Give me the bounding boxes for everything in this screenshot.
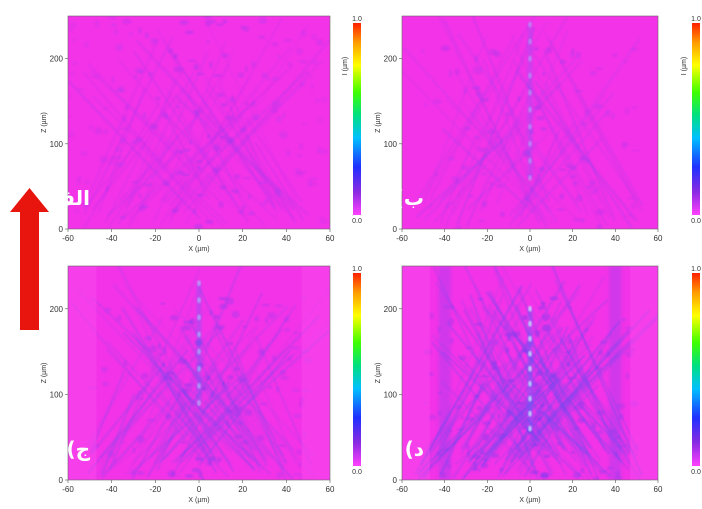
heatmap-texture	[68, 266, 330, 480]
x-axis-label: X (µm)	[519, 246, 540, 253]
x-tick-label: 0	[197, 234, 202, 243]
y-tick-label: 0	[393, 225, 398, 234]
x-tick-label: 40	[611, 485, 620, 494]
colorbar	[692, 23, 700, 215]
x-tick-label: 60	[654, 485, 663, 494]
x-tick-label: -20	[150, 485, 162, 494]
y-tick-label: 200	[50, 305, 64, 314]
arrow-head	[10, 188, 49, 212]
x-tick-label: -40	[439, 234, 451, 243]
x-axis-label: X (µm)	[188, 246, 209, 253]
x-tick-label: 20	[238, 234, 247, 243]
colorbar	[353, 273, 361, 466]
y-axis-label: Z (µm)	[375, 363, 382, 384]
x-tick-label: 40	[282, 234, 291, 243]
y-tick-label: 100	[384, 390, 398, 399]
heatmap-texture	[402, 266, 658, 480]
x-tick-label: 20	[568, 485, 577, 494]
colorbar	[692, 273, 700, 466]
y-axis-label: Z (µm)	[41, 363, 48, 384]
y-axis-label: Z (µm)	[375, 112, 382, 133]
x-tick-label: 20	[568, 234, 577, 243]
y-tick-label: 200	[384, 305, 398, 314]
colorbar-title: I (µm)	[342, 57, 349, 75]
x-tick-label: -20	[482, 485, 494, 494]
x-axis-label: X (µm)	[519, 497, 540, 504]
x-tick-label: 20	[238, 485, 247, 494]
x-tick-label: 60	[326, 485, 335, 494]
y-tick-label: 0	[393, 476, 398, 485]
x-tick-label: -60	[62, 485, 74, 494]
colorbar-min-label: 0.0	[691, 469, 701, 476]
panel-label: د)	[405, 437, 424, 461]
colorbar-min-label: 0.0	[352, 469, 362, 476]
panel-1: -60 -40 -20 0 20 40 60 0 100 200 X (µm) Z (µm) الف) 1…	[41, 15, 362, 253]
x-tick-label: 0	[197, 485, 202, 494]
x-tick-label: -60	[62, 234, 74, 243]
x-tick-label: -40	[439, 485, 451, 494]
direction-arrow	[10, 188, 49, 330]
x-tick-label: 0	[528, 485, 533, 494]
x-tick-label: -40	[106, 485, 118, 494]
colorbar-title: I (µm)	[681, 57, 688, 75]
focal-line	[197, 283, 201, 403]
panel-label: الف)	[43, 186, 90, 210]
x-tick-label: 60	[654, 234, 663, 243]
x-tick-label: 60	[326, 234, 335, 243]
colorbar-min-label: 0.0	[691, 218, 701, 225]
panel-4: -60 -40 -20 0 20 40 60 0 100 200 X (µm) Z (µm) د) 1.0…	[375, 265, 701, 504]
colorbar	[353, 23, 361, 215]
colorbar-max-label: 1.0	[352, 16, 362, 23]
panel-label: ج)	[66, 437, 90, 461]
x-axis-label: X (µm)	[188, 497, 209, 504]
x-tick-label: -20	[150, 234, 162, 243]
y-tick-label: 0	[59, 225, 64, 234]
y-tick-label: 200	[384, 55, 398, 64]
heatmap-texture	[402, 16, 643, 229]
y-axis-label: Z (µm)	[41, 112, 48, 133]
x-tick-label: -20	[482, 234, 494, 243]
colorbar-max-label: 1.0	[691, 16, 701, 23]
x-tick-label: -60	[396, 485, 408, 494]
x-tick-label: -40	[106, 234, 118, 243]
y-tick-label: 100	[50, 390, 64, 399]
x-tick-label: 0	[528, 234, 533, 243]
panel-3: -60 -40 -20 0 20 40 60 0 100 200 X (µm) Z (µm) ج) 1.0…	[41, 265, 362, 504]
arrow-shaft	[20, 212, 39, 330]
panel-2: -60 -40 -20 0 20 40 60 0 100 200 X (µm) Z (µm) ب) 1.0…	[375, 15, 701, 253]
colorbar-max-label: 1.0	[691, 266, 701, 273]
colorbar-min-label: 0.0	[352, 218, 362, 225]
x-tick-label: -60	[396, 234, 408, 243]
x-tick-label: 40	[611, 234, 620, 243]
y-tick-label: 0	[59, 476, 64, 485]
y-tick-label: 200	[50, 55, 64, 64]
colorbar-max-label: 1.0	[352, 266, 362, 273]
panel-label: ب)	[395, 186, 424, 210]
y-tick-label: 100	[384, 140, 398, 149]
x-tick-label: 40	[282, 485, 291, 494]
y-tick-label: 100	[50, 140, 64, 149]
focal-line	[528, 24, 532, 178]
heatmap-texture	[68, 16, 330, 229]
